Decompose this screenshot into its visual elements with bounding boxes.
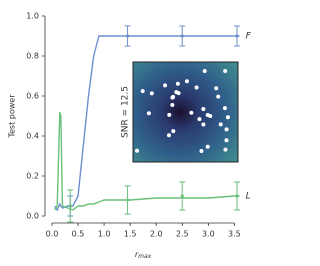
error-bar-point	[235, 34, 239, 38]
inset-dot	[189, 110, 194, 115]
inset-dot	[201, 122, 206, 127]
x-tick-label: 1.0	[98, 230, 111, 239]
error-bar	[67, 189, 74, 223]
error-bar-point	[68, 204, 72, 208]
x-tick-label: 2.5	[176, 230, 189, 239]
error-bar-point	[125, 198, 130, 202]
inset-dot	[208, 113, 213, 118]
y-tick-label: 0.8	[26, 52, 39, 61]
inset-dot	[224, 127, 229, 132]
inset-dot	[175, 81, 180, 86]
y-tick-label: 0.2	[26, 172, 39, 181]
error-bar	[233, 25, 240, 47]
inset-dot	[170, 103, 175, 108]
inset-dot	[218, 122, 223, 127]
inset-dot	[174, 90, 179, 95]
error-bar	[124, 185, 131, 215]
y-axis-label: Test power	[8, 94, 17, 139]
x-tick-label: 0.5	[72, 230, 85, 239]
y-tick-label: 1.0	[26, 12, 39, 21]
x-tick-label: 3.0	[202, 230, 215, 239]
inset-dot	[214, 86, 219, 91]
x-axis-label: rmax	[135, 250, 152, 260]
inset-dot	[202, 68, 207, 73]
error-bar-point	[180, 194, 184, 198]
y-tick-label: 0.6	[26, 92, 39, 101]
series-label: F	[246, 32, 252, 42]
series-label: L	[246, 192, 251, 202]
inset-dot	[205, 144, 210, 149]
x-tick-label: 3.5	[228, 230, 241, 239]
x-tick-label: 1.5	[124, 230, 137, 239]
inset-dot	[149, 91, 154, 96]
inset-dot	[171, 129, 176, 134]
inset-dot	[223, 69, 228, 74]
inset-dot	[167, 112, 172, 117]
inset-dot	[222, 106, 227, 111]
inset-dot	[194, 85, 199, 90]
x-axis-label-sub: max	[138, 253, 152, 260]
inset-dot	[166, 133, 171, 138]
inset-dot	[163, 83, 168, 88]
inset-dot	[197, 117, 202, 122]
error-bar-point	[125, 34, 130, 38]
y-tick-label: 0.0	[26, 212, 39, 221]
inset-dot	[216, 94, 221, 99]
error-bar	[233, 181, 240, 211]
inset-dot	[140, 89, 145, 94]
inset-dot	[146, 111, 151, 116]
chart: Test power rmax 0.0 0.2 0.4 0.6 0.8 1.0 0.0 0.5…	[8, 12, 252, 260]
inset-dot	[223, 147, 228, 152]
inset-dot	[170, 95, 175, 100]
error-bar	[179, 181, 186, 211]
inset-dot	[135, 148, 140, 153]
inset-dot	[201, 107, 206, 112]
inset-dot	[199, 149, 204, 154]
error-bar-point	[235, 194, 239, 198]
error-bar	[124, 25, 131, 47]
y-tick-label: 0.4	[26, 132, 39, 141]
error-bar	[179, 25, 186, 47]
x-tick-label: 0.0	[46, 230, 59, 239]
inset-dot	[225, 115, 230, 120]
inset-dot	[184, 79, 189, 84]
x-axis-label-base: r	[135, 250, 139, 259]
x-tick-label: 2.0	[150, 230, 163, 239]
inset-dot	[224, 138, 229, 143]
inset: SNR = 12.5	[121, 61, 239, 163]
inset-label: SNR = 12.5	[121, 86, 131, 138]
error-bar-point	[180, 34, 184, 38]
